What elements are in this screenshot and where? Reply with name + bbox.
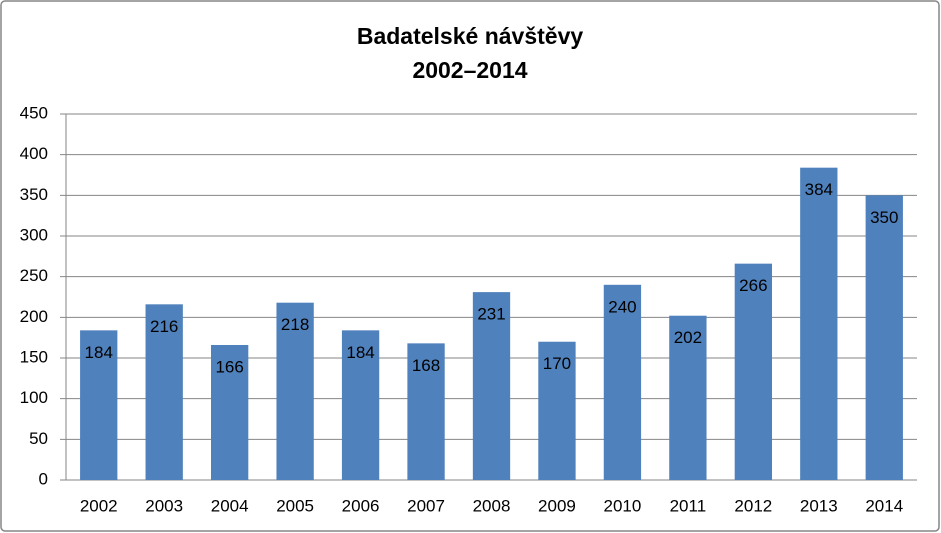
x-tick-label: 2007 [407, 496, 445, 515]
x-tick-label: 2004 [211, 496, 249, 515]
data-label: 166 [215, 357, 243, 376]
y-tick-label: 300 [20, 225, 48, 244]
data-label: 216 [150, 317, 178, 336]
chart-title: 2002–2014 [412, 57, 527, 83]
data-label: 218 [281, 315, 309, 334]
data-label: 184 [85, 343, 113, 362]
bar [472, 292, 511, 480]
data-label: 168 [412, 356, 440, 375]
bar [80, 330, 118, 480]
x-tick-label: 2008 [473, 496, 511, 515]
y-tick-label: 250 [20, 266, 48, 285]
y-tick-label: 350 [20, 185, 48, 204]
x-tick-label: 2003 [145, 496, 183, 515]
y-tick-label: 50 [29, 429, 48, 448]
y-tick-label: 200 [20, 307, 48, 326]
bar [865, 195, 903, 481]
bar [407, 343, 445, 480]
data-label: 384 [805, 180, 833, 199]
x-tick-label: 2006 [342, 496, 380, 515]
data-label: 350 [870, 208, 898, 227]
x-tick-label: 2010 [604, 496, 642, 515]
x-tick-label: 2011 [670, 496, 707, 515]
data-label: 231 [477, 305, 505, 324]
y-tick-label: 0 [39, 469, 48, 488]
data-label: 184 [346, 343, 374, 362]
bar [669, 315, 707, 480]
y-tick-label: 100 [20, 388, 48, 407]
bar [734, 263, 773, 480]
x-tick-label: 2012 [734, 496, 772, 515]
bar [603, 284, 642, 480]
y-tick-label: 450 [20, 103, 48, 122]
bar [341, 330, 380, 480]
x-tick-label: 2002 [80, 496, 118, 515]
data-label: 266 [739, 276, 767, 295]
x-tick-label: 2005 [276, 496, 314, 515]
data-label: 202 [674, 328, 702, 347]
data-label: 240 [608, 297, 636, 316]
x-tick-label: 2009 [538, 496, 576, 515]
bar [145, 304, 183, 480]
y-tick-label: 400 [20, 144, 48, 163]
data-label: 170 [543, 354, 571, 373]
bar [276, 302, 314, 480]
bar [210, 344, 249, 480]
x-tick-label: 2014 [865, 496, 903, 515]
bar [538, 341, 576, 480]
x-tick-label: 2013 [800, 496, 838, 515]
y-tick-label: 150 [20, 347, 48, 366]
bar [800, 167, 838, 480]
chart-title: Badatelské návštěvy [357, 23, 584, 49]
